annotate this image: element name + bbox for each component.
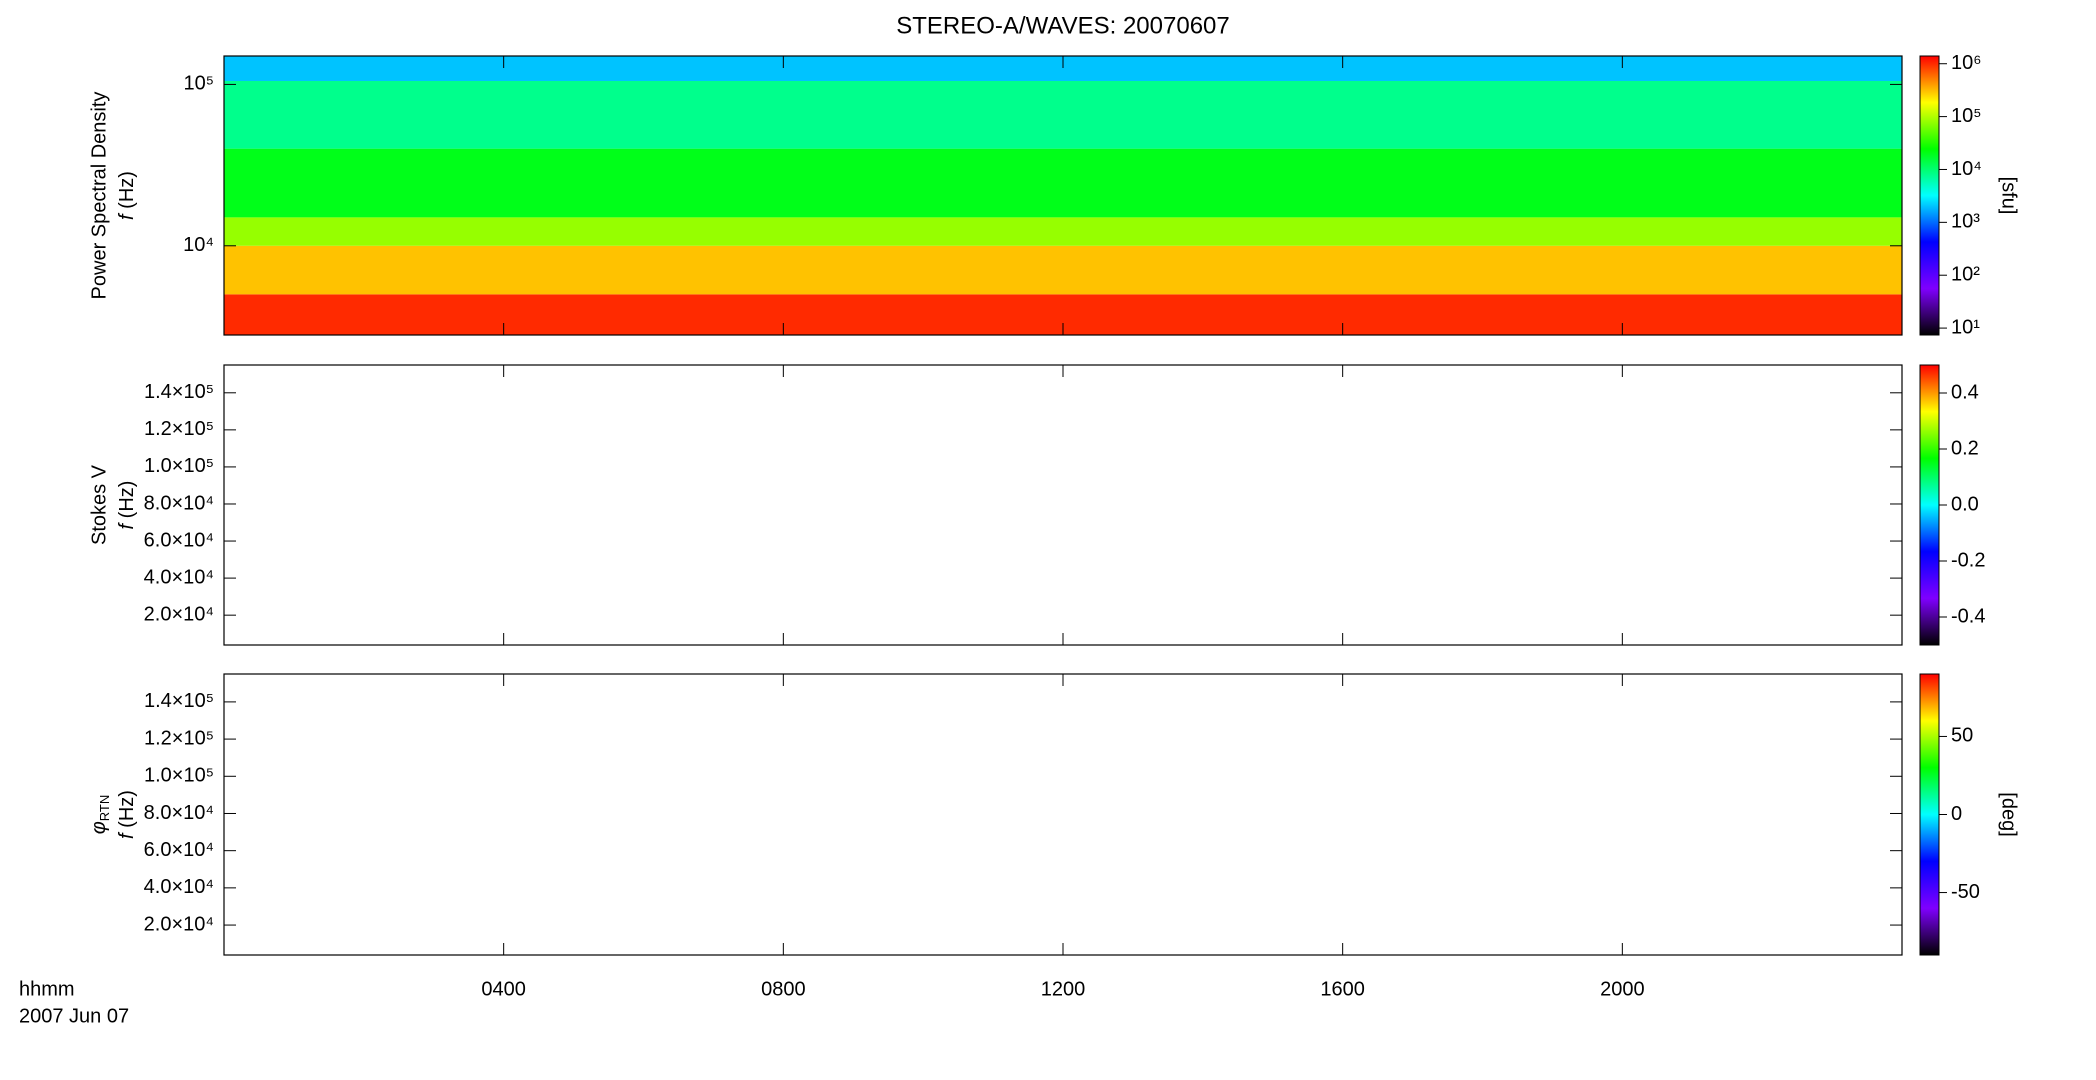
- x-tick-label: 0800: [761, 978, 806, 1000]
- colorbar: [1919, 55, 1940, 336]
- y-tick-label: 4.0×10⁴: [144, 566, 214, 588]
- y-tick-label: 1.4×10⁵: [144, 381, 214, 403]
- y-tick-label: 1.4×10⁵: [144, 690, 214, 712]
- colorbar-tick-label: 50: [1951, 725, 1973, 747]
- y-axis-label-text: f (Hz): [116, 790, 138, 839]
- colorbar-tick-label: 10⁶: [1951, 52, 1981, 74]
- label-symbol: f: [116, 831, 138, 839]
- y-axis-label: Stokes V f (Hz): [88, 464, 138, 545]
- heatmap-cell: [224, 217, 1902, 246]
- date-label: 2007 Jun 07: [19, 1005, 129, 1027]
- colorbar-tick-label: -50: [1951, 881, 1980, 903]
- label-symbol: f: [116, 521, 138, 529]
- y-tick-label: 1.2×10⁵: [144, 418, 214, 440]
- y-tick-label: 1.0×10⁵: [144, 455, 214, 477]
- y-axis-label-text: f (Hz): [116, 171, 138, 220]
- y-tick-label: 8.0×10⁴: [144, 802, 214, 824]
- colorbar-tick-label: -0.4: [1951, 605, 1985, 627]
- label-symbol: φ: [88, 821, 110, 834]
- colorbar-tick-label: -0.2: [1951, 549, 1985, 571]
- colorbar-tick-label: 10⁵: [1951, 105, 1982, 127]
- colorbar: [1919, 673, 1940, 956]
- chart-title: STEREO-A/WAVES: 20070607: [896, 12, 1229, 39]
- y-tick-label: 4.0×10⁴: [144, 876, 214, 898]
- heatmap-cell: [224, 148, 1902, 218]
- y-axis-label-text: φRTN: [88, 795, 112, 835]
- colorbar-tick-label: 10⁴: [1951, 158, 1982, 180]
- y-tick-label: 10⁴: [183, 234, 214, 256]
- y-tick-label: 1.0×10⁵: [144, 765, 214, 787]
- colorbar: [1919, 364, 1940, 646]
- plot-frame: [223, 364, 1903, 646]
- label-unit: (Hz): [116, 790, 138, 828]
- plot-frame: [223, 673, 1903, 956]
- y-tick-label: 6.0×10⁴: [144, 529, 214, 551]
- x-tick-label: 2000: [1600, 978, 1645, 1000]
- x-tick-label: 1600: [1320, 978, 1365, 1000]
- colorbar-tick-label: 0.2: [1951, 437, 1979, 459]
- y-tick-label: 2.0×10⁴: [144, 603, 214, 625]
- colorbar-tick-label: 0: [1951, 803, 1962, 825]
- y-tick-label: 6.0×10⁴: [144, 839, 214, 861]
- colorbar-tick-label: 10³: [1951, 211, 1980, 233]
- y-tick-label: 2.0×10⁴: [144, 913, 214, 935]
- colorbar-label: [deg]: [1998, 792, 2020, 836]
- x-axis-label: hhmm: [19, 978, 75, 1000]
- colorbar-tick-label: 0.4: [1951, 381, 1979, 403]
- y-tick-label: 8.0×10⁴: [144, 492, 214, 514]
- y-tick-label: 1.2×10⁵: [144, 727, 214, 749]
- heatmap-cell: [224, 245, 1902, 295]
- colorbar-tick-label: 0.0: [1951, 493, 1979, 515]
- heatmap-cell: [224, 80, 1902, 149]
- x-tick-label: 1200: [1041, 978, 1086, 1000]
- colorbar-label: [sfu]: [1998, 177, 2020, 215]
- label-unit: (Hz): [116, 171, 138, 209]
- colorbar-tick-label: 10¹: [1951, 316, 1980, 338]
- colorbar-tick-label: 10²: [1951, 263, 1980, 285]
- label-symbol: f: [116, 212, 138, 220]
- y-axis-label: Power Spectral Density f (Hz): [88, 92, 138, 300]
- x-tick-label: 0400: [481, 978, 526, 1000]
- y-axis-label-text: Stokes V: [88, 464, 110, 545]
- y-axis-label-text: Power Spectral Density: [88, 92, 110, 300]
- y-axis-label-text: f (Hz): [116, 481, 138, 530]
- label-subscript: RTN: [97, 795, 112, 821]
- label-unit: (Hz): [116, 481, 138, 519]
- y-tick-label: 10⁵: [183, 73, 214, 95]
